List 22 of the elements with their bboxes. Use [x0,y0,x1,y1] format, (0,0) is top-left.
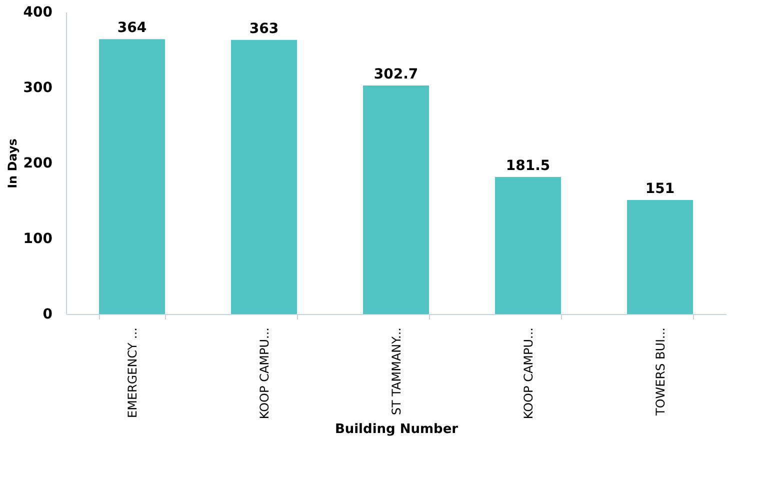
y-tick-label: 0 [42,306,53,322]
data-label: 363 [249,20,279,37]
bar [231,40,297,314]
y-tick-label: 300 [23,80,53,96]
bar [627,200,693,314]
x-tick-label: KOOP CAMPU... [522,328,536,420]
y-axis-title: In Days [5,138,20,188]
y-tick-label: 200 [23,156,53,172]
bar [99,39,165,314]
data-label: 302.7 [374,66,418,82]
y-tick-label: 400 [23,4,53,20]
data-label: 181.5 [506,158,550,174]
data-label: 151 [645,180,675,197]
x-tick-label: TOWERS BUI... [654,328,668,416]
x-tick-label: EMERGENCY ... [126,328,140,418]
y-tick-label: 100 [23,231,53,247]
bar [363,85,429,314]
x-axis-title: Building Number [334,422,459,438]
x-tick-label: ST TAMMANY... [390,328,404,416]
x-tick-label: KOOP CAMPU... [258,328,272,420]
data-label: 364 [117,20,147,36]
bar [495,176,561,314]
